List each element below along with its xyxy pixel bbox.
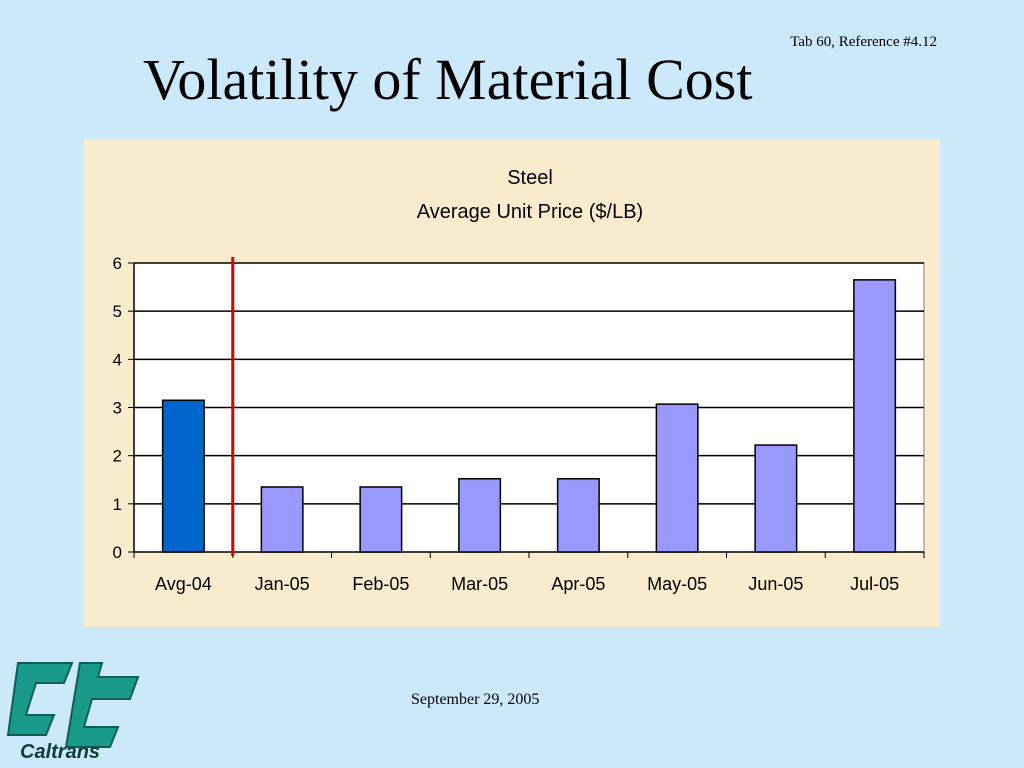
bar-avg-04 <box>161 399 205 553</box>
plot-area: 0 1 2 3 4 5 6 Avg-04 Jan-05 Feb-05 Mar-05 Apr-05 May… <box>113 254 925 594</box>
slide-title: Volatility of Material Cost <box>143 47 753 112</box>
x-tick-label: Apr-05 <box>551 574 605 594</box>
x-tick-label: Avg-04 <box>155 574 212 594</box>
bar-feb-05 <box>359 486 403 553</box>
y-tick-label: 1 <box>113 495 122 514</box>
svg-text:Caltrans: Caltrans <box>20 741 100 763</box>
chart-panel: Steel Average Unit Price ($/LB) 0 1 2 3 4 5 6 A… <box>84 140 940 627</box>
bar-chart: Steel Average Unit Price ($/LB) 0 1 2 3 4 5 6 A… <box>113 167 925 594</box>
chart-title: Steel <box>507 167 553 189</box>
y-tick-label: 2 <box>113 447 122 466</box>
y-tick-label: 0 <box>113 543 122 562</box>
x-tick-label: Jun-05 <box>748 574 803 594</box>
y-tick-label: 5 <box>113 302 122 321</box>
y-tick-label: 4 <box>113 350 122 369</box>
bar-jun-05 <box>754 444 798 553</box>
x-tick-label: Jan-05 <box>255 574 310 594</box>
bar-jul-05 <box>853 279 897 553</box>
caltrans-logo: Caltrans <box>0 655 145 765</box>
y-tick-label: 3 <box>113 399 122 418</box>
x-tick-label: May-05 <box>647 574 707 594</box>
x-tick-label: Feb-05 <box>352 574 409 594</box>
y-tick-label: 6 <box>113 254 122 273</box>
bar-jan-05 <box>260 486 304 553</box>
chart-subtitle: Average Unit Price ($/LB) <box>417 201 643 223</box>
bar-may-05 <box>655 403 699 553</box>
bar-mar-05 <box>458 478 502 553</box>
x-tick-label: Jul-05 <box>850 574 899 594</box>
x-tick-label: Mar-05 <box>451 574 508 594</box>
bar-apr-05 <box>556 478 600 553</box>
slide-date: September 29, 2005 <box>411 691 540 708</box>
reference-label: Tab 60, Reference #4.12 <box>790 34 937 50</box>
